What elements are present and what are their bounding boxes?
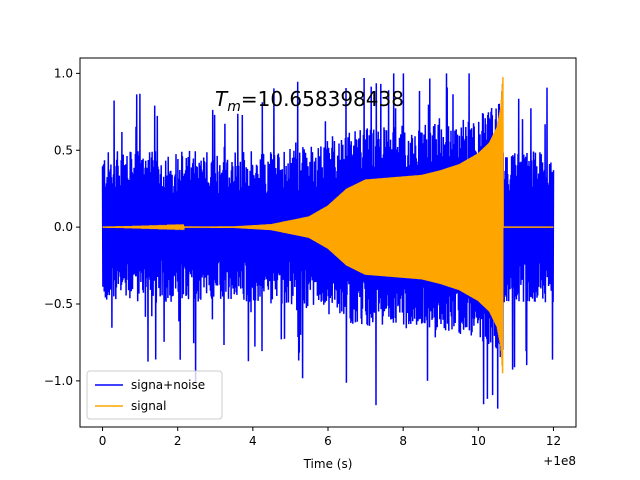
y-tick-label: −1.0 xyxy=(44,374,73,388)
chart-title: Tm=10.658398438 xyxy=(215,87,404,115)
x-tick-label: 10 xyxy=(471,434,486,448)
y-tick-label: 1.0 xyxy=(54,66,73,80)
x-tick-label: 6 xyxy=(324,434,332,448)
x-axis-label: Time (s) xyxy=(303,457,353,471)
x-tick-label: 4 xyxy=(249,434,257,448)
x-tick-label: 12 xyxy=(546,434,561,448)
y-tick-label: 0.5 xyxy=(54,143,73,157)
legend: signa+noise signal xyxy=(86,370,223,420)
legend-box xyxy=(86,370,223,420)
y-tick-label: −0.5 xyxy=(44,297,73,311)
title-subscript: m xyxy=(227,99,241,115)
title-value: =10.658398438 xyxy=(241,87,404,111)
plot-area xyxy=(101,73,555,409)
x-tick-label: 0 xyxy=(99,434,107,448)
ticks: 0 2 4 6 8 10 12 −1.0 −0.5 0.0 0.5 1.0 xyxy=(44,66,561,448)
x-tick-label: 8 xyxy=(399,434,407,448)
legend-label-signal: signal xyxy=(131,399,167,413)
title-prefix: T xyxy=(215,87,229,111)
x-tick-label: 2 xyxy=(174,434,182,448)
legend-label-signal-noise: signa+noise xyxy=(131,378,205,392)
y-tick-label: 0.0 xyxy=(54,220,73,234)
x-offset-label: +1e8 xyxy=(543,454,576,468)
series-line-signal xyxy=(102,77,554,374)
